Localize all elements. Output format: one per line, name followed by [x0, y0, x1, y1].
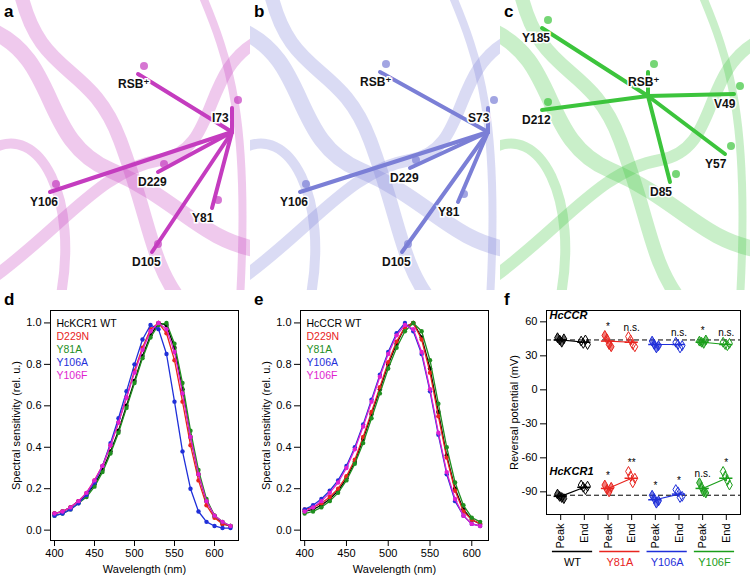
- svg-text:Wavelength (nm): Wavelength (nm): [353, 563, 436, 575]
- html-text:b: b: [254, 2, 265, 21]
- svg-text:*: *: [606, 321, 610, 332]
- svg-text:Y57: Y57: [705, 157, 727, 171]
- svg-text:-90: -90: [522, 485, 538, 497]
- svg-text:400: 400: [45, 547, 63, 559]
- svg-text:550: 550: [165, 547, 183, 559]
- svg-text:Reversal potential (mV): Reversal potential (mV): [508, 355, 520, 470]
- html-text:e: e: [254, 290, 264, 309]
- svg-text:S73: S73: [468, 111, 490, 125]
- svg-text:V49: V49: [714, 97, 736, 111]
- svg-text:0.6: 0.6: [276, 399, 291, 411]
- svg-text:Y81A: Y81A: [606, 556, 634, 568]
- svg-text:End: End: [578, 524, 590, 544]
- svg-text:I73: I73: [212, 111, 229, 125]
- svg-text:0.0: 0.0: [276, 524, 291, 536]
- svg-text:*: *: [724, 457, 728, 468]
- svg-text:n.s.: n.s.: [718, 327, 734, 338]
- svg-text:Y106F: Y106F: [307, 369, 338, 381]
- svg-text:0.8: 0.8: [276, 358, 291, 370]
- svg-text:550: 550: [421, 547, 439, 559]
- svg-text:60: 60: [525, 315, 537, 327]
- svg-text:End: End: [625, 524, 637, 544]
- svg-text:Y81: Y81: [192, 211, 214, 225]
- svg-text:D85: D85: [650, 185, 672, 199]
- svg-text:600: 600: [463, 547, 481, 559]
- svg-text:HcKCR1 WT: HcKCR1 WT: [57, 317, 118, 329]
- html-text:c: c: [504, 2, 514, 21]
- svg-text:Y106A: Y106A: [57, 356, 89, 368]
- svg-text:WT: WT: [564, 556, 581, 568]
- svg-text:Peak: Peak: [602, 523, 614, 549]
- svg-text:n.s.: n.s.: [624, 322, 640, 333]
- svg-text:1.0: 1.0: [276, 316, 291, 328]
- svg-text:D229N: D229N: [307, 330, 340, 342]
- svg-text:D105: D105: [382, 255, 411, 269]
- svg-text:Spectral sensitivity (rel. u.): Spectral sensitivity (rel. u.): [10, 361, 22, 490]
- svg-text:Y81: Y81: [438, 205, 460, 219]
- svg-text:RSB⁺: RSB⁺: [360, 75, 392, 89]
- svg-text:Y106: Y106: [30, 195, 58, 209]
- svg-text:500: 500: [125, 547, 143, 559]
- svg-text:n.s.: n.s.: [695, 468, 711, 479]
- svg-text:0.2: 0.2: [276, 482, 291, 494]
- svg-text:450: 450: [85, 547, 103, 559]
- svg-text:HcCCR WT: HcCCR WT: [307, 317, 362, 329]
- svg-text:D105: D105: [132, 255, 161, 269]
- svg-text:HcCCR: HcCCR: [550, 309, 588, 321]
- svg-text:End: End: [673, 524, 685, 544]
- svg-text:D229: D229: [390, 171, 419, 185]
- svg-text:Y106F: Y106F: [698, 556, 731, 568]
- svg-text:Y185: Y185: [522, 31, 550, 45]
- svg-text:0.4: 0.4: [26, 441, 41, 453]
- svg-text:Wavelength (nm): Wavelength (nm): [103, 563, 186, 575]
- svg-text:-30: -30: [522, 417, 538, 429]
- svg-text:*: *: [701, 325, 705, 336]
- svg-text:*: *: [606, 470, 610, 481]
- svg-text:0.6: 0.6: [26, 399, 41, 411]
- svg-text:Peak: Peak: [696, 523, 708, 549]
- svg-text:400: 400: [295, 547, 313, 559]
- html-text:f: f: [504, 290, 510, 309]
- svg-text:0.4: 0.4: [276, 441, 291, 453]
- svg-text:D229N: D229N: [57, 330, 90, 342]
- svg-text:*: *: [677, 475, 681, 486]
- svg-text:D212: D212: [522, 113, 551, 127]
- svg-text:0.0: 0.0: [26, 524, 41, 536]
- svg-text:30: 30: [525, 349, 537, 361]
- svg-text:Peak: Peak: [649, 523, 661, 549]
- svg-text:0: 0: [531, 383, 537, 395]
- svg-text:450: 450: [337, 547, 355, 559]
- svg-text:**: **: [628, 457, 636, 468]
- svg-text:1.0: 1.0: [26, 316, 41, 328]
- svg-text:HcKCR1: HcKCR1: [550, 465, 594, 477]
- svg-text:End: End: [720, 524, 732, 544]
- svg-text:Spectral sensitivity (rel. u.): Spectral sensitivity (rel. u.): [260, 361, 272, 490]
- svg-text:Y106F: Y106F: [57, 369, 88, 381]
- svg-text:0.2: 0.2: [26, 482, 41, 494]
- svg-text:Y106A: Y106A: [651, 556, 685, 568]
- svg-text:0.8: 0.8: [26, 358, 41, 370]
- svg-text:Y81A: Y81A: [307, 343, 333, 355]
- svg-text:-60: -60: [522, 451, 538, 463]
- html-text:d: d: [4, 290, 15, 309]
- svg-text:*: *: [653, 480, 657, 491]
- html-text:a: a: [4, 2, 14, 21]
- svg-text:RSB⁺: RSB⁺: [628, 75, 660, 89]
- svg-text:D229: D229: [138, 175, 167, 189]
- svg-text:Y106: Y106: [280, 195, 308, 209]
- svg-text:600: 600: [205, 547, 223, 559]
- svg-text:Y81A: Y81A: [57, 343, 83, 355]
- svg-text:500: 500: [379, 547, 397, 559]
- svg-text:Y106A: Y106A: [307, 356, 339, 368]
- svg-text:RSB⁺: RSB⁺: [118, 77, 150, 91]
- svg-text:n.s.: n.s.: [671, 327, 687, 338]
- svg-text:Peak: Peak: [554, 523, 566, 549]
